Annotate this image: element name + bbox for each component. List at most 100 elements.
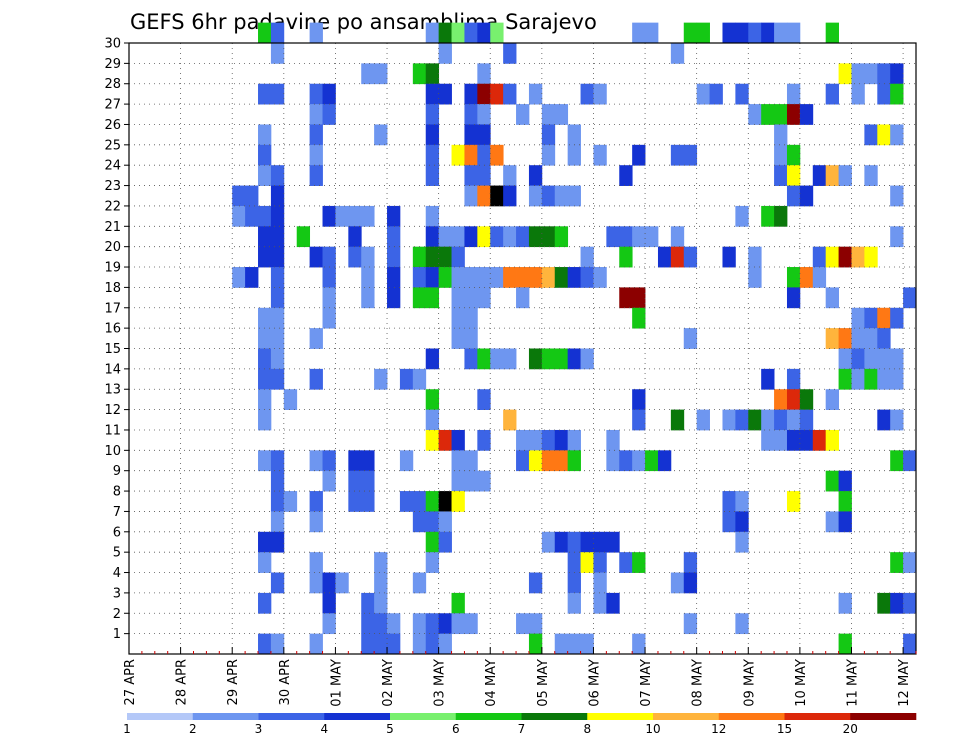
heatmap-cell bbox=[864, 307, 878, 329]
heatmap-cell bbox=[232, 205, 246, 227]
heatmap-cell bbox=[632, 389, 646, 410]
x-tick-label: 27 APR bbox=[123, 659, 138, 705]
heatmap-cell bbox=[838, 633, 852, 655]
heatmap-cell bbox=[786, 287, 801, 309]
y-axis: 1234567891011121314151617181920212223242… bbox=[104, 37, 129, 642]
x-tick-label: 28 APR bbox=[175, 659, 190, 705]
colorbar-swatch bbox=[587, 713, 654, 720]
heatmap-cell bbox=[890, 63, 904, 85]
heatmap-cell bbox=[374, 124, 388, 146]
heatmap-cell bbox=[786, 104, 801, 125]
x-tick-label: 01 MAY bbox=[329, 659, 344, 707]
heatmap-cell bbox=[387, 633, 401, 655]
heatmap-cell bbox=[425, 63, 440, 85]
heatmap-cell bbox=[425, 226, 440, 248]
heatmap-cell bbox=[528, 633, 543, 655]
heatmap-cell bbox=[735, 491, 749, 512]
heatmap-cell bbox=[567, 572, 581, 594]
colorbar-label: 2 bbox=[189, 722, 197, 736]
heatmap-cell bbox=[503, 348, 517, 370]
heatmap-cell bbox=[516, 104, 530, 125]
heatmap-cell bbox=[245, 185, 259, 207]
heatmap-cell bbox=[387, 226, 401, 248]
heatmap-cell bbox=[774, 409, 788, 431]
heatmap-cell bbox=[322, 267, 336, 288]
y-tick-label: 12 bbox=[104, 403, 121, 418]
heatmap-cell bbox=[516, 450, 530, 472]
heatmap-cell bbox=[258, 83, 272, 105]
x-tick-label: 29 APR bbox=[226, 659, 241, 705]
heatmap-cell bbox=[270, 165, 285, 186]
heatmap-cell bbox=[348, 205, 362, 227]
heatmap-cell bbox=[786, 83, 801, 105]
heatmap-cell bbox=[412, 246, 427, 268]
y-tick-label: 20 bbox=[104, 240, 121, 255]
heatmap-cell bbox=[567, 267, 581, 288]
heatmap-cell bbox=[645, 226, 659, 248]
heatmap-cell bbox=[270, 368, 285, 390]
heatmap-cell bbox=[296, 226, 311, 248]
heatmap-cell bbox=[374, 368, 388, 390]
heatmap-cell bbox=[425, 409, 440, 431]
colorbar-label: 7 bbox=[518, 722, 526, 736]
heatmap-cell bbox=[735, 22, 749, 44]
y-tick-label: 16 bbox=[104, 322, 121, 337]
heatmap-cell bbox=[670, 43, 685, 64]
heatmap-cell bbox=[464, 267, 478, 288]
heatmap-cell bbox=[580, 633, 594, 655]
heatmap-cell bbox=[438, 246, 452, 268]
y-tick-label: 9 bbox=[113, 464, 121, 479]
heatmap-cell bbox=[799, 429, 814, 451]
heatmap-cell bbox=[464, 185, 478, 207]
x-tick-label: 04 MAY bbox=[484, 659, 499, 707]
x-tick-label: 30 APR bbox=[278, 659, 293, 705]
heatmap-cell bbox=[412, 613, 427, 635]
y-tick-label: 8 bbox=[113, 485, 121, 500]
heatmap-cell bbox=[258, 124, 272, 146]
heatmap-cell bbox=[490, 22, 504, 44]
heatmap-cell bbox=[258, 165, 272, 186]
heatmap-cell bbox=[361, 633, 375, 655]
heatmap-cell bbox=[322, 287, 336, 309]
y-tick-label: 23 bbox=[104, 179, 121, 194]
grid-lines bbox=[128, 42, 916, 654]
heatmap-cell bbox=[825, 287, 839, 309]
heatmap-cell bbox=[722, 22, 736, 44]
heatmap-cell bbox=[541, 144, 556, 166]
heatmap-cell bbox=[541, 185, 556, 207]
heatmap-cell bbox=[322, 83, 336, 105]
heatmap-cell bbox=[890, 368, 904, 390]
heatmap-cell bbox=[270, 22, 285, 44]
heatmap-cell bbox=[490, 83, 504, 105]
heatmap-cell bbox=[541, 226, 556, 248]
heatmap-cell bbox=[270, 511, 285, 533]
heatmap-cell bbox=[283, 491, 298, 512]
colorbar-swatch bbox=[258, 713, 325, 720]
heatmap-cell bbox=[322, 613, 336, 635]
heatmap-cell bbox=[348, 470, 362, 492]
heatmap-cell bbox=[503, 409, 517, 431]
heatmap-cell bbox=[812, 165, 827, 186]
heatmap-cell bbox=[657, 246, 672, 268]
heatmap-cell bbox=[374, 572, 388, 594]
heatmap-cell bbox=[851, 307, 865, 329]
heatmap-cell bbox=[619, 165, 633, 186]
heatmap-cell bbox=[580, 246, 594, 268]
heatmap-cell bbox=[464, 124, 478, 146]
heatmap-cell bbox=[567, 450, 581, 472]
heatmap-cell bbox=[361, 470, 375, 492]
heatmap-cell bbox=[477, 63, 491, 85]
heatmap-cell bbox=[451, 328, 465, 349]
heatmap-cell bbox=[567, 144, 581, 166]
heatmap-cell bbox=[412, 511, 427, 533]
heatmap-cell bbox=[258, 450, 272, 472]
heatmap-cell bbox=[722, 409, 736, 431]
heatmap-cell bbox=[387, 287, 401, 309]
heatmap-cell bbox=[786, 491, 801, 512]
heatmap-cell bbox=[890, 592, 904, 614]
heatmap-cell bbox=[451, 226, 465, 248]
heatmap-cell bbox=[503, 43, 517, 64]
heatmap-cell bbox=[838, 328, 852, 349]
heatmap-cell bbox=[774, 205, 788, 227]
x-axis: 27 APR 28 APR 29 APR 30 APR 01 MAY 02 MAY 03 M… bbox=[123, 647, 917, 707]
